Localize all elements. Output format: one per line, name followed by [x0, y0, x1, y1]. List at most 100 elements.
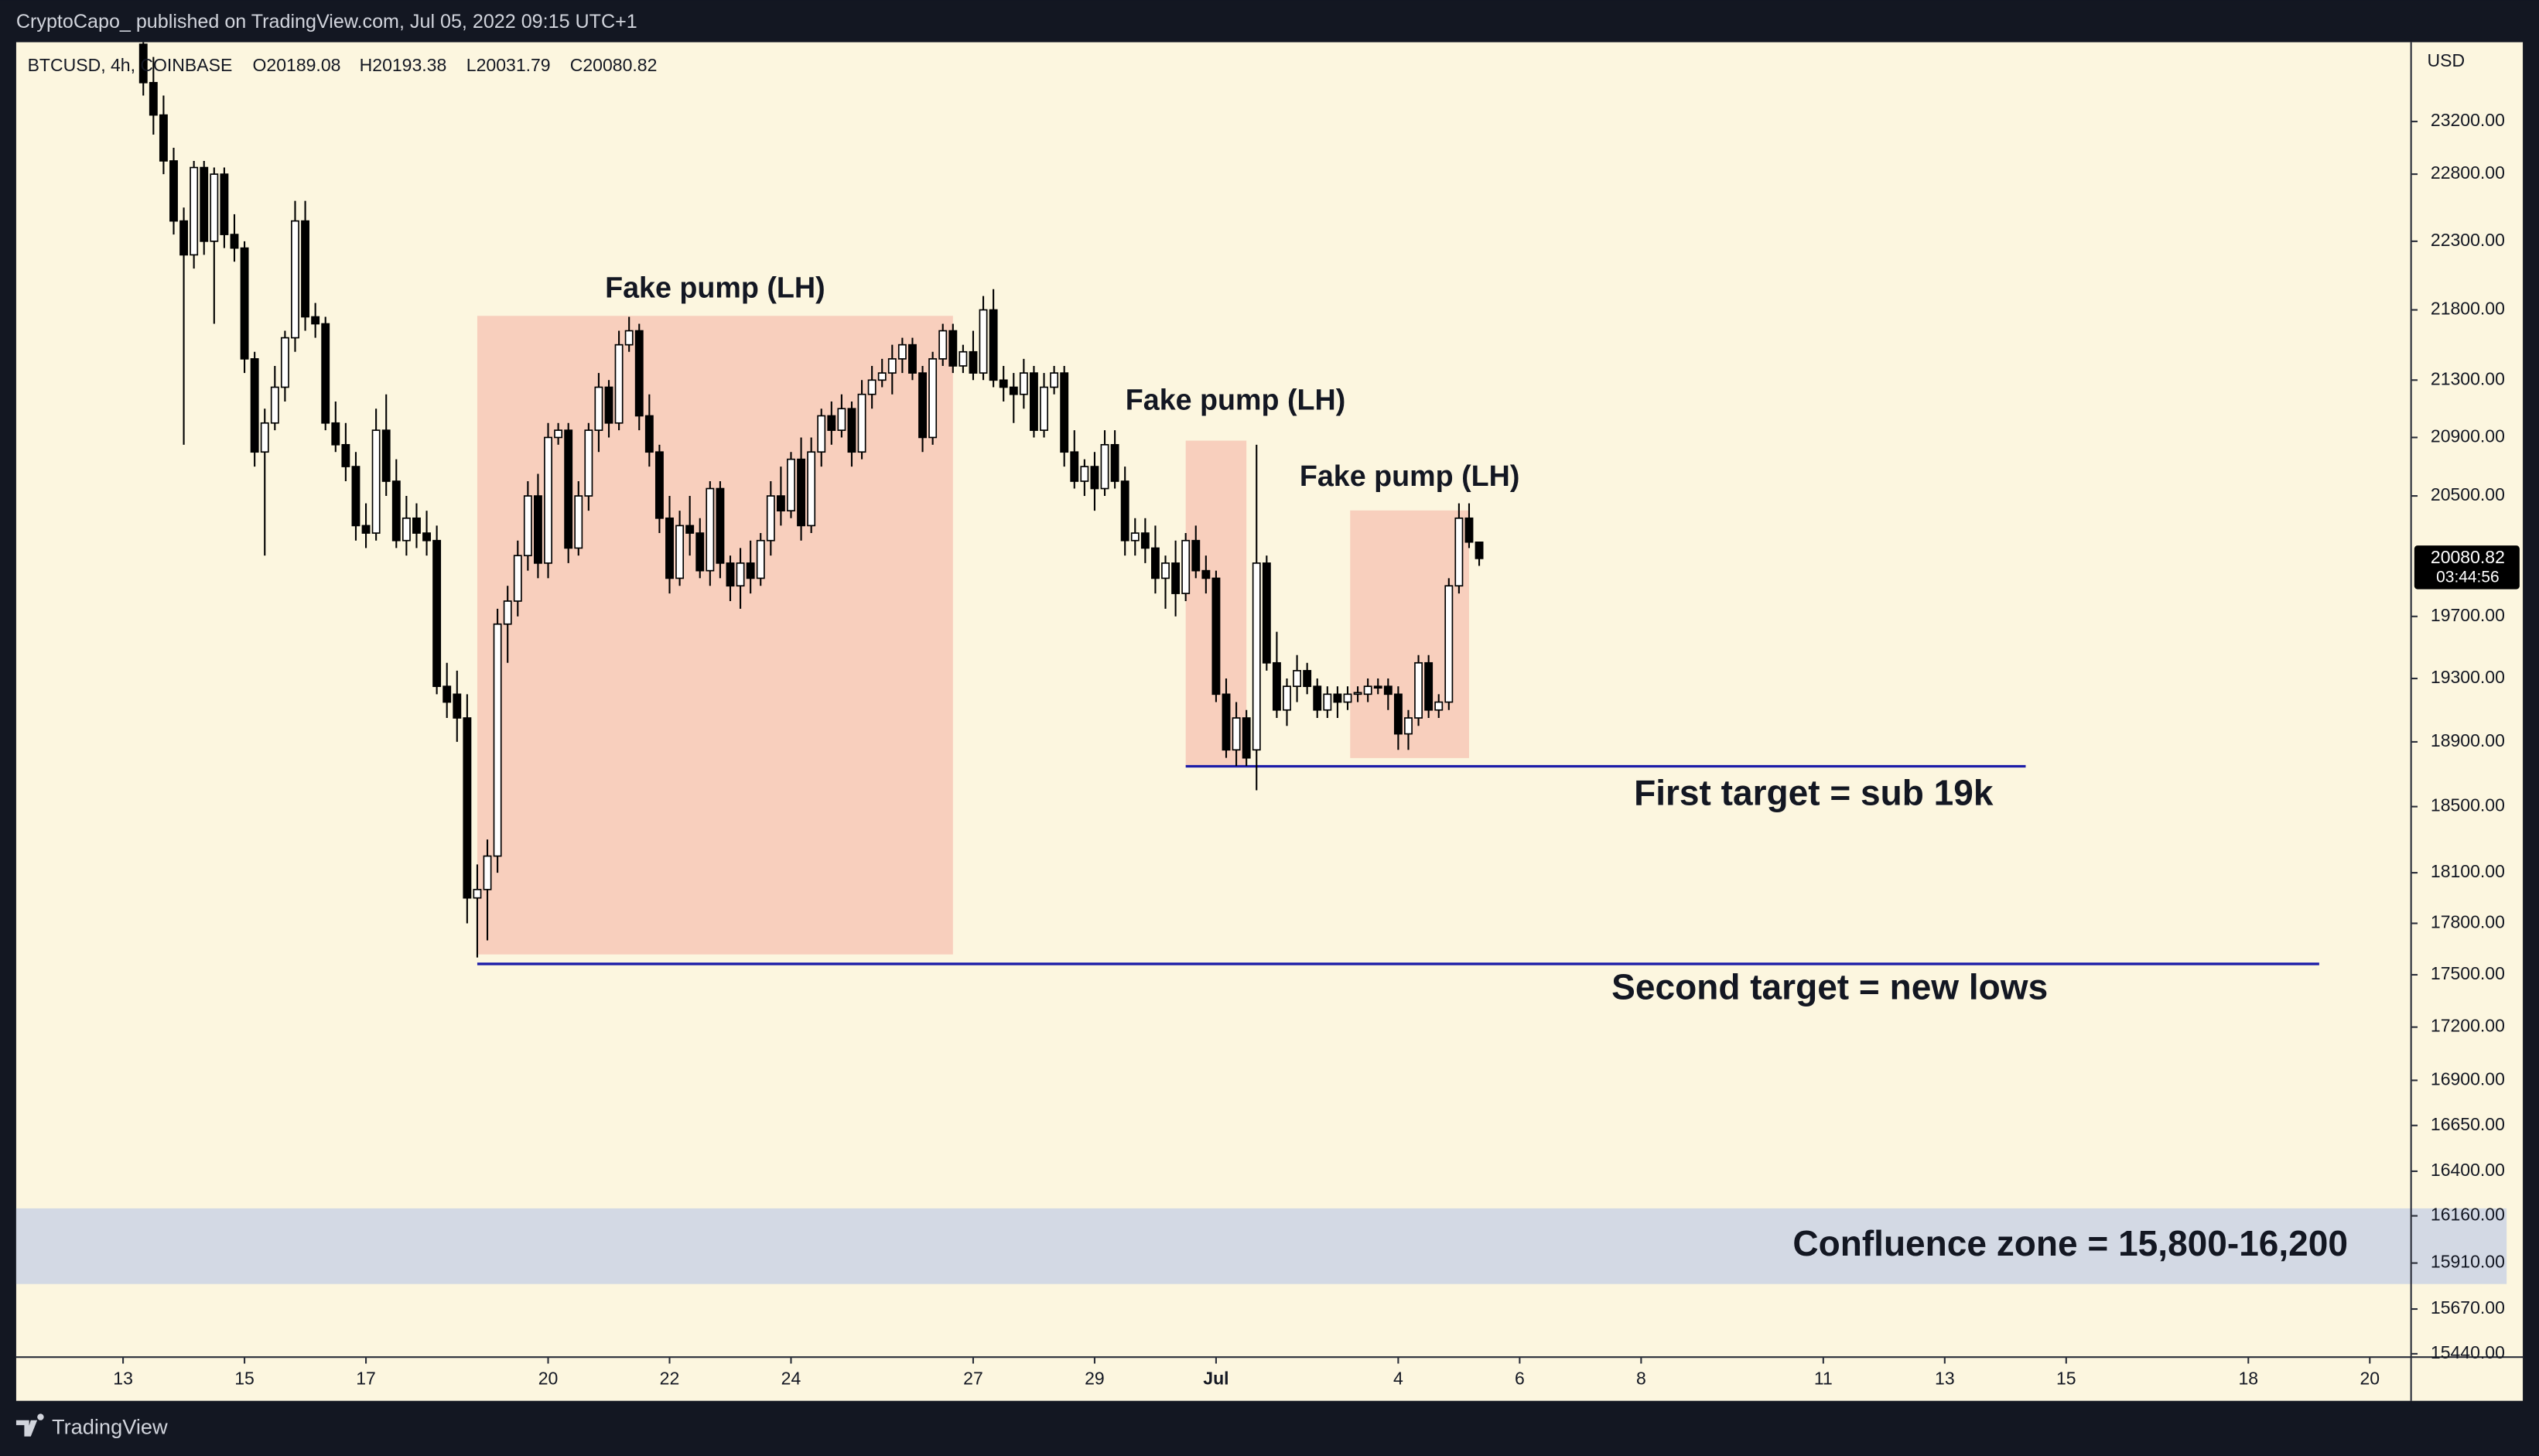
candle-body — [1050, 372, 1059, 388]
x-tick-label: 29 — [1085, 1369, 1105, 1389]
candle-body — [341, 443, 350, 467]
y-tick-label: 16160.00 — [2431, 1205, 2505, 1225]
candle-body — [1009, 386, 1018, 395]
x-tick-label: 4 — [1393, 1369, 1403, 1389]
y-tick-label: 16400.00 — [2431, 1160, 2505, 1180]
x-tick-label: 20 — [538, 1369, 559, 1389]
candle-body — [584, 429, 593, 497]
candle-body — [1353, 692, 1362, 696]
candle-body — [877, 372, 887, 381]
candle-body — [1262, 562, 1271, 664]
y-tick-label: 17500.00 — [2431, 963, 2505, 983]
candle-body — [1414, 661, 1423, 719]
candle-body — [797, 458, 806, 527]
candle-body — [1323, 693, 1332, 711]
plot-area — [138, 42, 2319, 966]
x-tick-label: 8 — [1636, 1369, 1646, 1389]
x-tick-label: 15 — [234, 1369, 255, 1389]
y-tick-label: 16900.00 — [2431, 1069, 2505, 1089]
candle-body — [1232, 717, 1241, 751]
candle-body — [1424, 661, 1434, 711]
legend-close: C20080.82 — [570, 55, 658, 75]
candle-body — [149, 81, 158, 116]
candle-body — [412, 517, 421, 534]
candle-body — [1454, 517, 1464, 587]
tradingview-logo — [15, 1413, 44, 1437]
candle-body — [1161, 562, 1170, 579]
candle-body — [999, 379, 1008, 388]
candle-body — [1120, 480, 1129, 542]
candle-body — [1434, 701, 1444, 711]
candle-body — [190, 166, 199, 256]
candle-body — [240, 247, 249, 360]
y-tick-label: 22800.00 — [2431, 162, 2505, 183]
candle-body — [473, 888, 482, 899]
candle-body — [230, 234, 239, 249]
candle-body — [695, 532, 705, 572]
x-tick-label: 6 — [1515, 1369, 1525, 1389]
candle-body — [1343, 693, 1352, 703]
candle-body — [918, 372, 927, 439]
candle-body — [928, 358, 938, 439]
candle-body — [169, 160, 178, 222]
candle-body — [887, 358, 897, 374]
candle-body — [513, 555, 522, 602]
candle-body — [1444, 585, 1454, 703]
candle-body — [1313, 685, 1322, 711]
candle-body — [1080, 466, 1089, 482]
target-label: Second target = new lows — [1611, 967, 2048, 1007]
target-label: First target = sub 19k — [1634, 772, 1994, 812]
candle-body — [422, 532, 431, 542]
candle-body — [291, 220, 299, 339]
candle-body — [200, 166, 209, 242]
x-tick-label: 13 — [113, 1369, 133, 1389]
candle-body — [544, 436, 552, 564]
candle-body — [847, 408, 856, 453]
candle-body — [361, 525, 371, 534]
candle-body — [1140, 532, 1150, 549]
x-tick-label: 22 — [660, 1369, 680, 1389]
candle-body — [1363, 685, 1372, 696]
candle-body — [280, 337, 289, 388]
candle-body — [391, 480, 401, 542]
footer-brand: TradingView — [52, 1414, 168, 1438]
candle-body — [1303, 670, 1312, 687]
candle-body — [787, 458, 795, 512]
x-tick-label: 17 — [356, 1369, 376, 1389]
candle-body — [817, 415, 826, 453]
candle-body — [736, 562, 745, 587]
candle-body — [1475, 541, 1484, 559]
candle-body — [483, 855, 492, 890]
candle-body — [827, 415, 836, 431]
candle-body — [807, 451, 816, 527]
candle-body — [554, 429, 563, 439]
candle-body — [908, 343, 917, 374]
candle-body — [159, 114, 168, 162]
candle-body — [1130, 532, 1140, 542]
candle-body — [523, 495, 532, 556]
candle-body — [1150, 547, 1160, 579]
candle-body — [948, 330, 958, 367]
y-tick-label: 22300.00 — [2431, 230, 2505, 250]
candle-body — [432, 539, 442, 687]
candle-body — [1252, 562, 1261, 751]
candle-body — [756, 539, 765, 579]
candle-body — [857, 393, 866, 453]
candle-body — [1181, 539, 1191, 594]
candle-body — [220, 173, 229, 235]
y-tick-label: 18500.00 — [2431, 795, 2505, 815]
x-tick-label: 13 — [1935, 1369, 1955, 1389]
publish-header: CryptoCapo_ published on TradingView.com… — [16, 11, 637, 32]
candle-body — [250, 358, 259, 453]
candle-body — [503, 600, 512, 625]
candle-body — [1464, 517, 1474, 543]
x-tick-label: 15 — [2056, 1369, 2076, 1389]
candle-body — [179, 220, 189, 256]
currency-label: USD — [2428, 50, 2466, 70]
candle-body — [706, 487, 715, 572]
candle-body — [1040, 386, 1048, 431]
candle-body — [1242, 717, 1251, 759]
x-tick-label: 18 — [2238, 1369, 2258, 1389]
candle-body — [1383, 685, 1393, 696]
